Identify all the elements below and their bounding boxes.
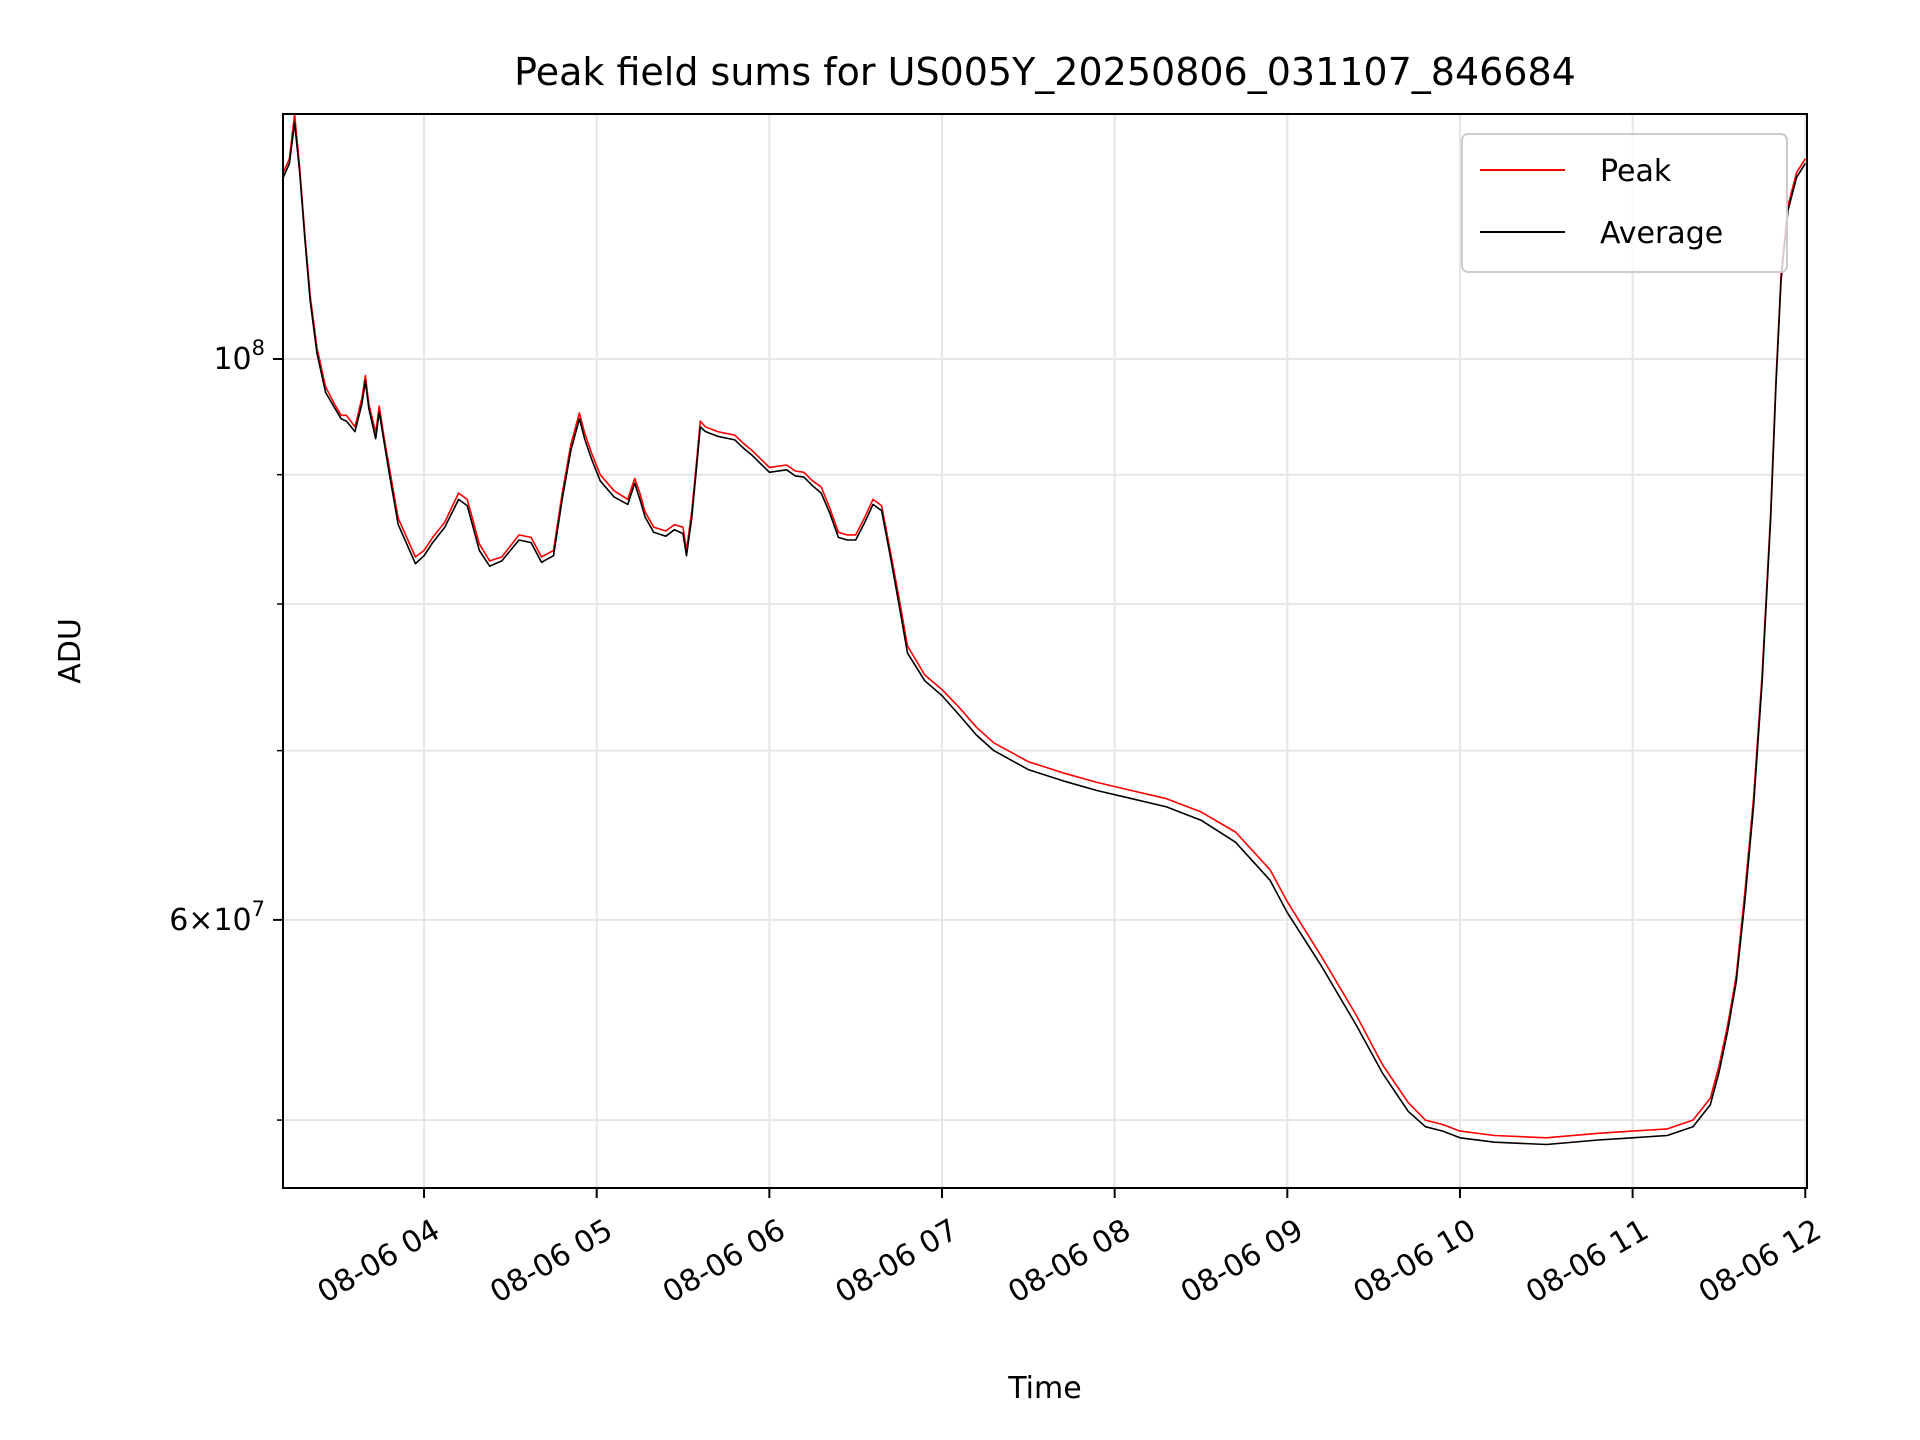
series-line-average <box>283 122 1806 1146</box>
legend-box <box>1461 133 1788 273</box>
legend-label-peak: Peak <box>1600 154 1672 189</box>
series-layer <box>283 114 1806 1146</box>
plot-frame <box>282 113 1808 1189</box>
chart-title: Peak field sums for US005Y_20250806_0311… <box>514 50 1576 94</box>
y-axis: 108 6×107 <box>169 336 283 1121</box>
x-axis-label: Time <box>1007 1371 1081 1406</box>
y-tick-label: 6×107 <box>169 897 265 938</box>
y-tick-label: 108 <box>213 336 265 377</box>
series-line-peak <box>283 114 1806 1139</box>
grid-lines <box>283 114 1807 1188</box>
legend: Peak Average <box>1461 133 1788 273</box>
y-axis-label: ADU <box>53 618 88 684</box>
legend-label-average: Average <box>1600 216 1723 251</box>
